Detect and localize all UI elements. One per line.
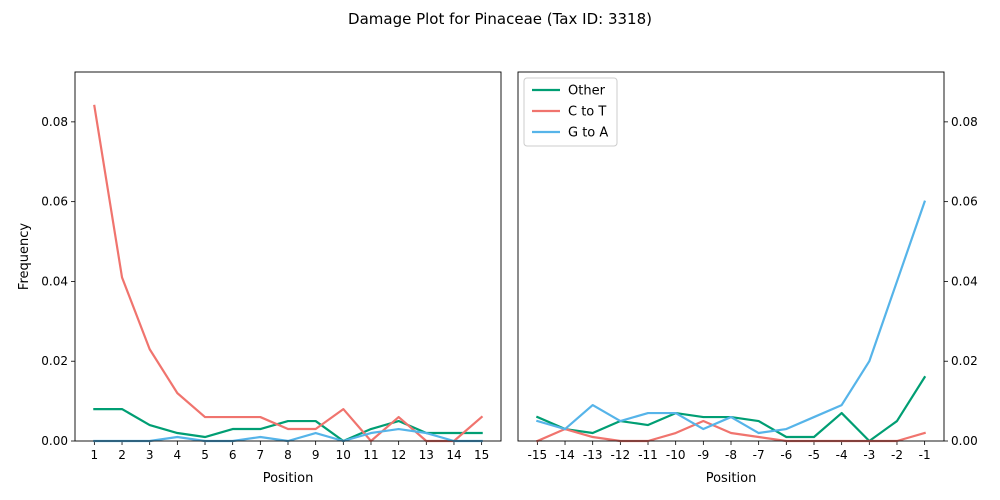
series-line-other <box>93 407 483 443</box>
x-tick-label: 3 <box>146 448 154 462</box>
x-tick-label: 13 <box>419 448 434 462</box>
legend-label: C to T <box>568 105 606 120</box>
x-tick-label: -4 <box>836 448 848 462</box>
x-tick-label: 10 <box>336 448 351 462</box>
x-tick-label: 12 <box>391 448 406 462</box>
x-tick-label: -10 <box>666 448 686 462</box>
y-tick-label: 0.08 <box>951 115 978 129</box>
x-tick-label: 7 <box>257 448 265 462</box>
y-tick-label: 0.02 <box>951 354 978 368</box>
y-tick-label: 0.08 <box>41 115 68 129</box>
legend: Other C to T G to A <box>523 77 618 147</box>
x-tick-label: -8 <box>725 448 737 462</box>
x-tick-label: 4 <box>174 448 182 462</box>
series-line-c-to-t <box>93 104 484 443</box>
x-tick-label: -13 <box>583 448 603 462</box>
y-tick-label: 0.00 <box>951 434 978 448</box>
x-tick-label: 2 <box>118 448 126 462</box>
y-tick-label: 0.04 <box>41 274 68 288</box>
x-tick-label: -2 <box>891 448 903 462</box>
x-tick-label: 14 <box>446 448 461 462</box>
x-axis-label: Position <box>263 471 314 486</box>
x-tick-label: -7 <box>753 448 765 462</box>
x-tick-label: -1 <box>919 448 931 462</box>
x-axis-label: Position <box>706 471 757 486</box>
x-tick-label: -5 <box>808 448 820 462</box>
figure-title: Damage Plot for Pinaceae (Tax ID: 3318) <box>348 10 652 28</box>
x-tick-label: 15 <box>474 448 489 462</box>
y-axis-label: Frequency <box>17 223 32 290</box>
y-tick-label: 0.06 <box>41 195 68 209</box>
x-tick-label: -6 <box>780 448 792 462</box>
x-tick-label: 1 <box>91 448 99 462</box>
x-tick-label: -12 <box>611 448 631 462</box>
legend-box <box>523 77 618 147</box>
axes-frame <box>74 71 502 442</box>
legend-label: Other <box>568 84 606 99</box>
right-panel: -15 -14 -13 -12 -11 -10 -9 -8 -7 -6 -5 -4 -3 -2 -1 0.00… <box>517 71 978 486</box>
y-tick-label: 0.02 <box>41 354 68 368</box>
legend-label: G to A <box>568 126 608 141</box>
y-tick-label: 0.00 <box>41 434 68 448</box>
axes-frame <box>517 71 945 442</box>
series-line-g-to-a <box>535 200 927 435</box>
series-line-other <box>535 375 927 443</box>
x-tick-label: 5 <box>201 448 209 462</box>
left-panel: 1 2 3 4 5 6 7 8 9 10 11 12 13 14 150.000.020.040.060.0… <box>17 71 502 486</box>
x-tick-label: 11 <box>363 448 378 462</box>
x-tick-label: 9 <box>312 448 320 462</box>
x-tick-label: -11 <box>638 448 658 462</box>
y-tick-label: 0.04 <box>951 274 978 288</box>
x-tick-label: 8 <box>284 448 292 462</box>
y-tick-label: 0.06 <box>951 195 978 209</box>
x-tick-label: 6 <box>229 448 237 462</box>
x-tick-label: -3 <box>863 448 875 462</box>
x-tick-label: -15 <box>528 448 548 462</box>
x-tick-label: -9 <box>697 448 709 462</box>
x-tick-label: -14 <box>555 448 575 462</box>
